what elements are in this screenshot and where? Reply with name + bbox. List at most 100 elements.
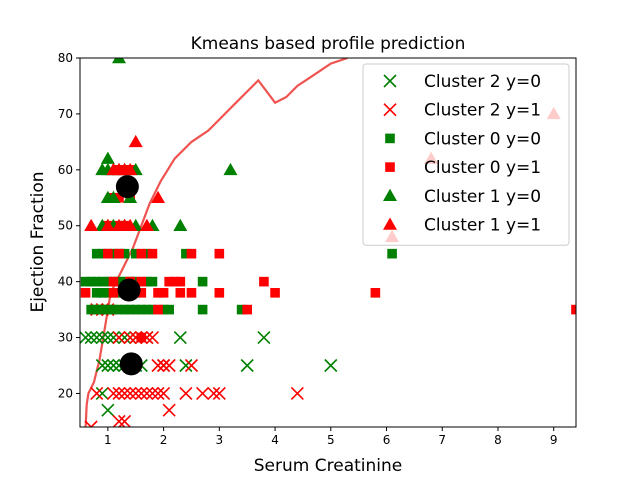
data-point-series-3 [158,288,169,298]
legend-marker [383,188,397,202]
data-point-series-5 [123,218,138,231]
y-axis-label: Ejection Fraction [28,171,48,312]
data-point-series-4 [106,190,121,204]
data-point-series-1 [162,358,176,373]
data-point-series-2 [86,276,96,287]
data-point-series-2 [108,304,119,315]
data-point-series-2 [119,304,130,315]
data-point-series-0 [95,386,109,401]
axes-layer: 1 2 3 4 5 6 7 8 9 20 30 40 50 60 70 80 [58,51,577,447]
data-point-series-5 [151,190,166,204]
data-point-series-1 [90,386,104,401]
data-point-series-2 [91,248,102,259]
data-point-series-3 [147,248,158,259]
y-tick-label: 80 [58,51,73,65]
data-point-series-0 [95,330,109,345]
data-point-series-0 [101,358,115,373]
centroid-marker-1 [117,278,141,302]
data-point-series-3 [370,288,381,298]
y-tick-label: 70 [58,107,73,121]
data-point-series-3 [259,276,269,287]
data-point-series-3 [186,288,197,298]
data-point-series-0 [324,358,338,373]
data-point-series-3 [136,276,147,287]
data-point-series-3 [153,304,163,315]
legend-marker [383,103,397,117]
data-point-series-2 [114,304,124,315]
data-point-series-5 [139,218,154,231]
data-point-series-0 [95,358,109,373]
data-point-series-3 [136,248,147,259]
data-point-series-0 [257,330,271,345]
y-tick-label: 50 [58,219,73,233]
data-point-series-1 [179,386,193,401]
data-point-series-3 [571,304,576,315]
data-point-series-1 [184,358,199,373]
data-point-series-2 [197,304,208,315]
x-tick-label: 1 [104,433,112,447]
centroid-marker-0 [115,175,139,199]
data-point-series-0 [106,330,121,345]
data-point-series-2 [125,304,135,315]
data-point-series-2 [97,304,108,315]
data-point-series-1 [123,386,137,401]
data-point-series-1 [129,386,143,401]
data-point-series-1 [118,386,132,401]
x-axis-label: Serum Creatinine [254,456,402,476]
legend-marker [385,133,395,144]
centroid-marker-2 [119,352,143,376]
data-point-series-2 [80,276,91,287]
y-tick-label: 40 [58,275,73,289]
data-point-series-4 [223,162,238,176]
data-point-series-2 [114,276,124,287]
data-point-series-1 [112,414,126,427]
centroids-layer [115,175,143,376]
data-point-series-2 [142,248,152,259]
data-point-series-3 [136,288,147,298]
data-point-series-2 [147,304,158,315]
data-point-series-2 [103,304,113,315]
x-tick-label: 4 [271,433,279,447]
data-point-series-0 [90,330,104,345]
data-point-series-2 [158,304,169,315]
data-point-series-3 [270,288,280,298]
data-point-series-3 [114,248,124,259]
data-point-series-3 [108,288,119,298]
x-tick-label: 5 [327,433,335,447]
decision-boundary-line [84,58,348,427]
data-point-series-2 [103,276,113,287]
data-point-series-2 [197,276,208,287]
data-point-series-4 [173,218,188,231]
data-point-series-5 [128,134,143,148]
data-point-series-3 [103,248,113,259]
data-point-series-1 [84,420,98,427]
data-point-series-0 [173,330,187,345]
plot-frame [79,57,577,428]
data-point-series-2 [130,248,141,259]
data-point-series-1 [118,414,132,427]
data-point-series-2 [86,304,96,315]
decision-boundary-layer [84,58,348,427]
legend-label: Cluster 0 y=0 [424,129,541,149]
data-point-series-2 [103,288,113,298]
x-tick-label: 9 [550,433,558,447]
data-point-series-1 [106,386,121,401]
data-point-series-2 [119,248,130,259]
legend-label: Cluster 0 y=1 [424,158,541,178]
data-point-series-2 [387,248,397,259]
data-point-series-2 [91,276,102,287]
data-point-series-1 [151,386,165,401]
data-point-series-2 [236,304,247,315]
legend-label: Cluster 2 y=1 [424,101,541,121]
data-point-series-1 [140,386,154,401]
data-point-series-3 [164,276,174,287]
data-point-series-3 [108,276,119,287]
data-point-series-2 [91,304,102,315]
legend-label: Cluster 1 y=1 [424,216,541,236]
data-point-series-3 [136,332,147,343]
data-point-series-3 [175,288,186,298]
data-point-series-2 [164,304,174,315]
data-point-series-1 [145,386,160,401]
legend-marker [383,74,397,88]
